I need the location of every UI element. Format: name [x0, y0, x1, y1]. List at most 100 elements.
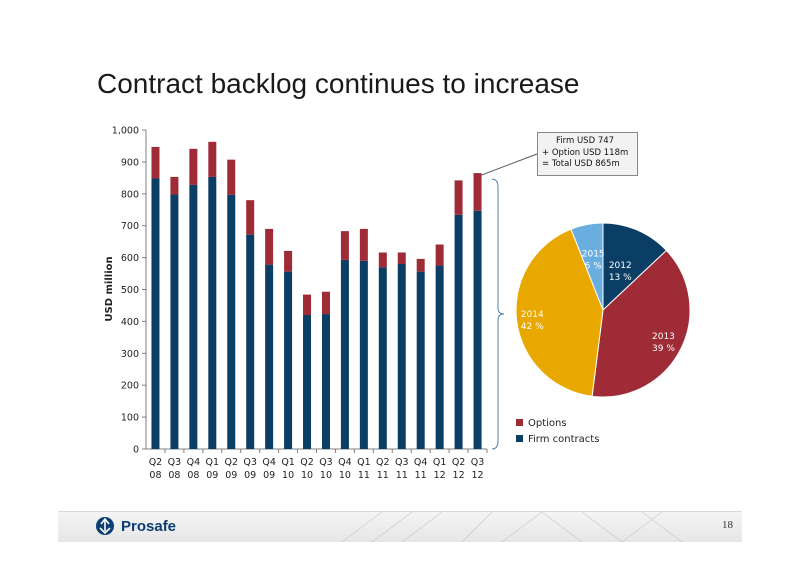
y-tick-label: 300: [121, 349, 139, 360]
x-tick-label-year: 11: [377, 470, 389, 481]
backlog-pie-chart: 2012 13 % 2013 39 % 2014 42 % 2015 6 %: [515, 222, 691, 398]
x-tick-label-quarter: Q1: [357, 457, 371, 468]
brand-name: Prosafe: [121, 517, 177, 535]
bar-firm: [284, 271, 293, 449]
bar-options: [416, 258, 425, 272]
bar-firm: [246, 234, 255, 449]
footer-decoration: [342, 512, 683, 542]
x-tick-label-year: 12: [434, 470, 446, 481]
chart-legend: Options Firm contracts: [516, 418, 599, 445]
callout-line-firm: Firm USD 747: [556, 136, 615, 146]
pie-label-year: 2013: [652, 332, 675, 342]
bar-firm: [321, 314, 330, 449]
page-number: 18: [722, 519, 733, 531]
x-tick-label-year: 09: [263, 470, 275, 481]
bar-options: [378, 252, 387, 268]
x-tick-label-quarter: Q2: [452, 457, 466, 468]
callout-pointer: [481, 153, 538, 176]
bar-firm: [189, 184, 198, 450]
footer-bar: [58, 511, 742, 542]
x-tick-label-year: 11: [415, 470, 427, 481]
y-tick-label: 500: [121, 285, 139, 296]
x-tick-label-quarter: Q3: [471, 457, 485, 468]
bar-firm: [454, 214, 463, 449]
bar-firm: [359, 260, 368, 449]
bar-options: [246, 200, 255, 235]
bar-firm: [303, 315, 312, 449]
x-tick-label-year: 09: [244, 470, 256, 481]
y-tick-label: 1,000: [112, 126, 139, 137]
bar-firm: [416, 271, 425, 449]
brand-logo: Prosafe: [95, 516, 176, 536]
x-tick-label-year: 10: [320, 470, 332, 481]
prosafe-logo-icon: [96, 517, 114, 535]
x-tick-label-year: 12: [453, 470, 465, 481]
pie-label-year: 2014: [521, 310, 544, 320]
x-tick-label-year: 08: [187, 470, 199, 481]
x-tick-label-year: 08: [149, 470, 161, 481]
bar-options: [265, 228, 274, 265]
x-tick-label-quarter: Q4: [262, 457, 276, 468]
pie-label-year: 2012: [609, 261, 632, 271]
bar-firm: [340, 259, 349, 449]
bracket-brace: [491, 178, 505, 450]
bar-firm: [397, 263, 406, 449]
x-tick-label-quarter: Q3: [319, 457, 333, 468]
pie-slice: [602, 222, 668, 312]
x-tick-label-quarter: Q4: [187, 457, 201, 468]
bar-firm: [265, 264, 274, 449]
y-axis-label: USD million: [104, 256, 115, 321]
y-tick-label: 200: [121, 381, 139, 392]
bar-options: [284, 250, 293, 272]
bar-options: [359, 228, 368, 261]
x-tick-label-quarter: Q1: [433, 457, 447, 468]
x-tick-label-quarter: Q2: [300, 457, 314, 468]
pie-label-percent: 42 %: [521, 322, 544, 332]
bar-firm: [473, 210, 482, 449]
bar-options: [170, 176, 179, 195]
x-tick-label-quarter: Q4: [338, 457, 352, 468]
x-tick-label-year: 10: [301, 470, 313, 481]
bar-options: [151, 146, 160, 179]
y-tick-label: 900: [121, 157, 139, 168]
pie-slice: [515, 228, 604, 397]
bar-options: [397, 252, 406, 264]
legend-label: Options: [528, 418, 567, 429]
legend-swatch: [516, 419, 523, 426]
x-tick-label-year: 08: [168, 470, 180, 481]
slide-title: Contract backlog continues to increase: [97, 68, 580, 99]
callout-line-option: + Option USD 118m: [542, 147, 629, 158]
bar-firm: [227, 194, 236, 449]
bar-options: [321, 291, 330, 315]
callout-line-total: = Total USD 865m: [542, 159, 620, 169]
pie-label-percent: 13 %: [609, 273, 632, 283]
pie-label-percent: 39 %: [652, 344, 675, 354]
pie-label-year: 2015: [582, 250, 605, 260]
y-tick-label: 0: [133, 445, 139, 456]
bar-firm: [151, 178, 160, 449]
x-tick-label-quarter: Q2: [149, 457, 163, 468]
x-tick-label-quarter: Q2: [224, 457, 238, 468]
bar-firm: [208, 176, 217, 449]
backlog-bar-chart: 0 100 200 300 400 500 600 700 800 900 1,000 USD mil…: [104, 126, 599, 482]
x-tick-label-quarter: Q1: [206, 457, 220, 468]
total-callout-box: Firm USD 747 + Option USD 118m = Total U…: [537, 132, 638, 176]
bar-options: [454, 180, 463, 215]
pie-slice: [591, 249, 691, 398]
x-tick-label-year: 12: [471, 470, 483, 481]
bar-options: [189, 148, 198, 185]
x-tick-label-year: 09: [206, 470, 218, 481]
bar-options: [340, 231, 349, 260]
connectors: [481, 153, 538, 450]
bar-firm: [435, 265, 444, 449]
legend-swatch: [516, 435, 523, 442]
x-tick-label-year: 09: [225, 470, 237, 481]
y-tick-label: 600: [121, 253, 139, 264]
x-tick-label-year: 11: [396, 470, 408, 481]
bar-options: [227, 159, 236, 195]
x-tick-label-quarter: Q3: [395, 457, 409, 468]
bar-firm: [378, 267, 387, 449]
bar-options: [435, 244, 444, 266]
pie-label-percent: 6 %: [585, 262, 603, 272]
